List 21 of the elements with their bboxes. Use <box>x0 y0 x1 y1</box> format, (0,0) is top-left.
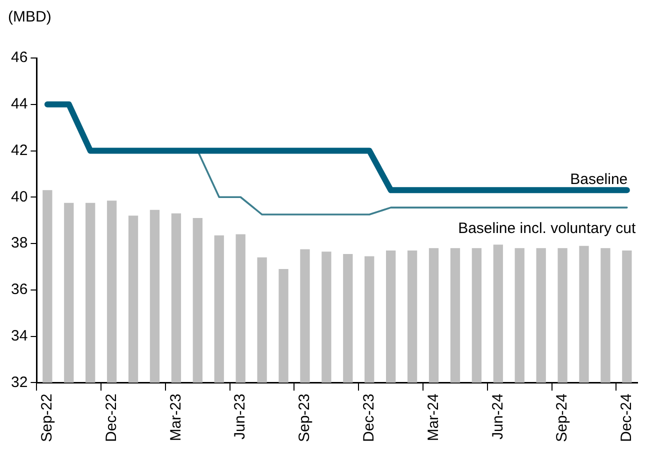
y-tick-label: 44 <box>10 96 28 113</box>
x-tick-label: Dec-22 <box>102 394 120 442</box>
y-axis-title: (MBD) <box>8 8 52 26</box>
y-tick-label: 40 <box>10 188 28 206</box>
series-label: Baseline incl. voluntary cut <box>458 220 636 238</box>
x-tick-label: Sep-24 <box>554 394 571 442</box>
x-tick-label: Mar-24 <box>424 394 442 442</box>
x-tick-label: Dec-24 <box>618 394 636 442</box>
y-tick-label: 32 <box>10 374 28 391</box>
series-label: Baseline <box>570 170 628 188</box>
y-tick-label: 36 <box>10 281 28 298</box>
y-tick-label: 46 <box>10 49 28 66</box>
y-tick-label: 38 <box>10 234 28 252</box>
x-tick-label: Dec-23 <box>360 394 378 442</box>
y-tick-label: 42 <box>10 142 28 159</box>
x-tick-label: Jun-24 <box>489 394 506 440</box>
x-tick-label: Mar-23 <box>167 394 184 442</box>
y-tick-label: 34 <box>10 327 28 344</box>
x-tick-label: Jun-23 <box>232 394 249 440</box>
x-tick-label: Sep-22 <box>38 394 56 442</box>
x-tick-label: Sep-23 <box>296 394 314 442</box>
